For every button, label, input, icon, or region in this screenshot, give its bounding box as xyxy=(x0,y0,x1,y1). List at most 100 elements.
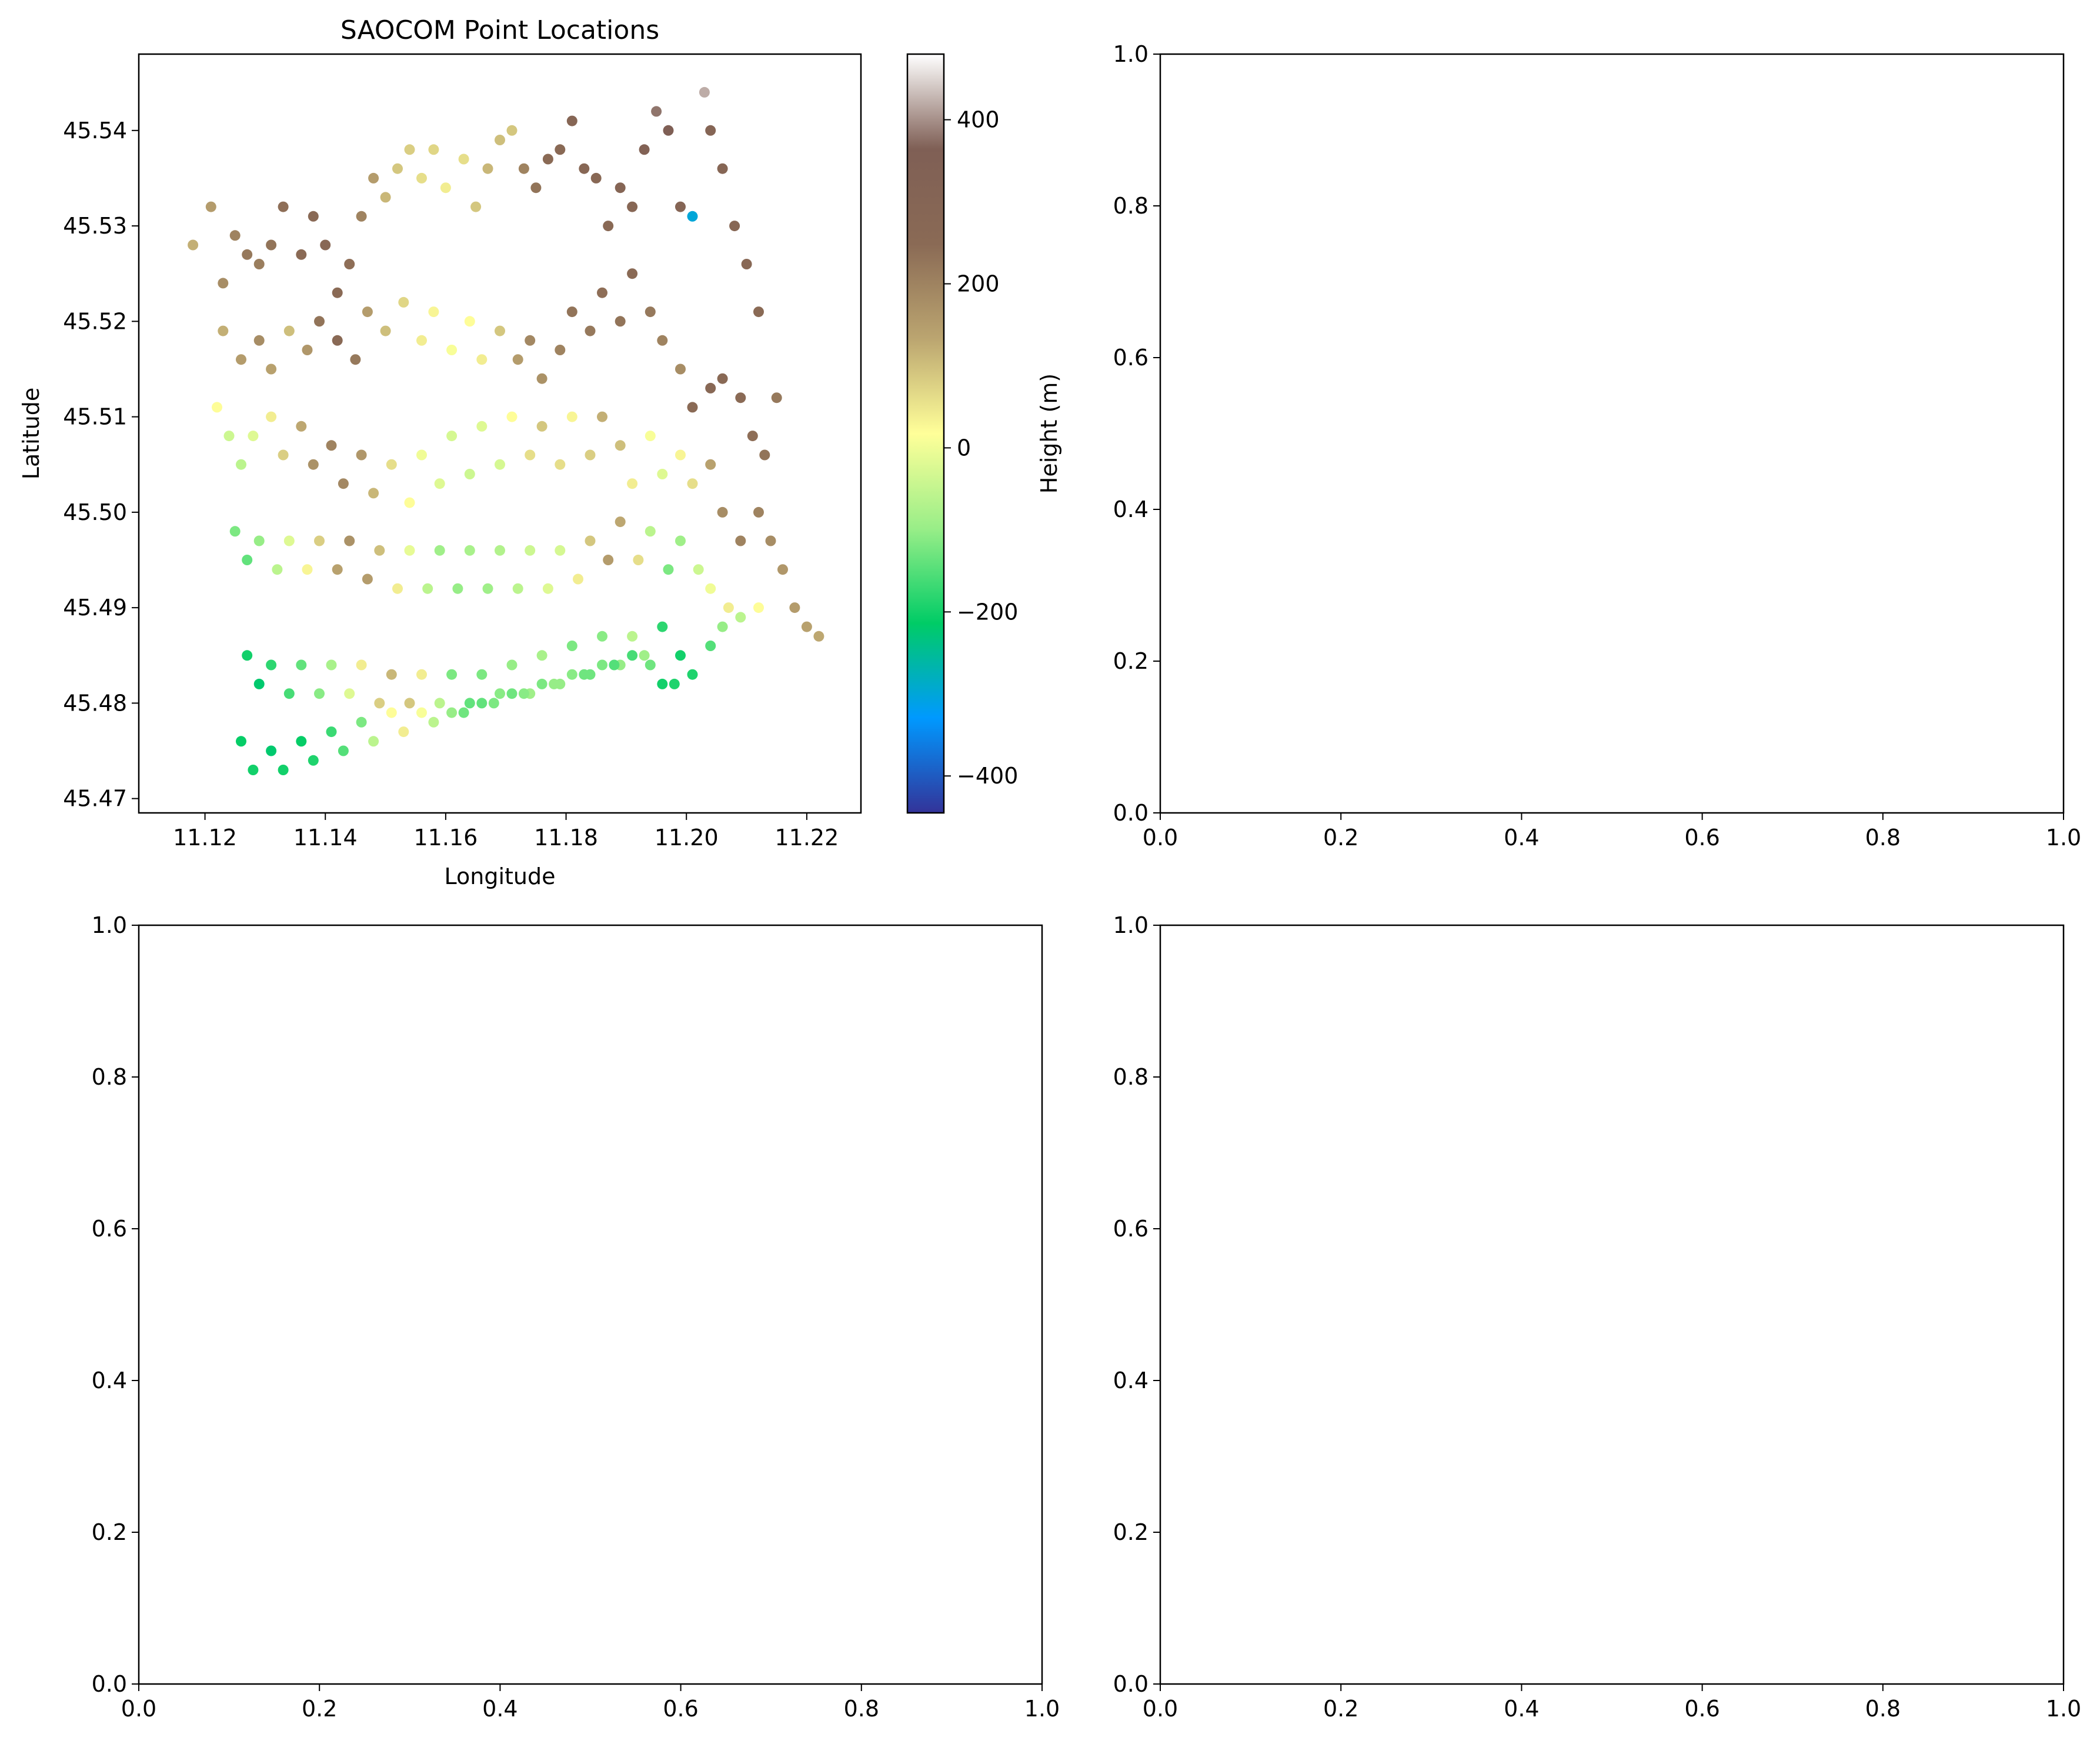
scatter-point xyxy=(735,535,746,546)
y-tick-label: 45.51 xyxy=(63,404,127,430)
scatter-point xyxy=(651,106,662,117)
scatter-point xyxy=(212,402,222,413)
scatter-point xyxy=(639,650,650,661)
scatter-point xyxy=(326,440,337,451)
x-tick-label: 11.20 xyxy=(655,825,719,851)
colorbar-ticks: 400 200 0 −200 −400 xyxy=(944,107,1018,789)
scatter-point xyxy=(476,354,488,365)
x-tick-label: 0.6 xyxy=(1684,825,1720,851)
scatter-point xyxy=(416,335,427,346)
scatter-point xyxy=(218,278,229,289)
scatter-point xyxy=(657,621,668,632)
scatter-point xyxy=(536,373,547,384)
scatter-point xyxy=(398,296,409,308)
scatter-point xyxy=(506,411,518,422)
scatter-point xyxy=(404,497,415,508)
x-tick-label: 0.0 xyxy=(1143,1696,1178,1722)
scatter-point xyxy=(278,449,289,461)
scatter-point xyxy=(302,345,313,355)
x-tick-label: 11.14 xyxy=(293,825,358,851)
scatter-point xyxy=(266,239,277,251)
scatter-point xyxy=(482,583,493,594)
scatter-point xyxy=(392,583,403,594)
scatter-point xyxy=(296,249,307,260)
scatter-point xyxy=(223,431,235,442)
colorbar-gradient xyxy=(907,54,944,813)
scatter-point xyxy=(242,650,253,661)
scatter-point xyxy=(253,259,265,269)
y-tick-label: 45.47 xyxy=(63,786,127,812)
scatter-point xyxy=(579,669,590,680)
colorbar-tick-label: −400 xyxy=(957,763,1018,789)
scatter-point xyxy=(615,516,626,528)
subplot-bottom-left-empty: 0.0 0.2 0.4 0.6 0.8 1.0 0.0 0.2 0.4 0.6 0.8 1.0 xyxy=(92,912,1060,1722)
x-axis-ticks: 0.0 0.2 0.4 0.6 0.8 1.0 xyxy=(1143,813,2081,851)
scatter-point xyxy=(416,669,427,680)
scatter-point xyxy=(374,545,385,556)
y-tick-label: 0.8 xyxy=(1113,1064,1149,1090)
scatter-point xyxy=(675,201,686,212)
scatter-point xyxy=(428,306,439,318)
x-tick-label: 0.2 xyxy=(1323,1696,1358,1722)
scatter-point xyxy=(386,707,397,718)
scatter-point xyxy=(326,659,337,671)
scatter-point xyxy=(603,221,614,232)
scatter-point xyxy=(627,631,638,642)
scatter-point xyxy=(495,325,505,336)
scatter-point xyxy=(675,535,686,546)
y-tick-label: 45.48 xyxy=(63,690,127,716)
scatter-point xyxy=(266,364,277,375)
scatter-point xyxy=(350,354,361,365)
y-tick-label: 0.2 xyxy=(1113,648,1149,674)
scatter-point xyxy=(253,678,265,689)
scatter-point xyxy=(585,325,596,336)
scatter-point xyxy=(236,736,246,747)
scatter-point xyxy=(536,421,547,432)
scatter-point xyxy=(272,564,283,575)
scatter-point xyxy=(663,125,674,136)
y-tick-label: 45.49 xyxy=(63,595,127,621)
scatter-point xyxy=(434,545,445,556)
y-tick-label: 0.2 xyxy=(92,1519,127,1545)
scatter-point xyxy=(590,172,602,184)
scatter-point xyxy=(555,144,566,155)
scatter-point xyxy=(253,335,265,346)
subplot-saocom-points: SAOCOM Point Locations 11.12 11.14 11.16 11… xyxy=(18,15,862,889)
scatter-point xyxy=(332,564,343,575)
scatter-point xyxy=(338,745,349,756)
scatter-point xyxy=(380,325,391,336)
y-tick-label: 45.50 xyxy=(63,499,127,525)
y-tick-label: 0.6 xyxy=(92,1216,127,1242)
scatter-point xyxy=(525,449,536,461)
scatter-point xyxy=(440,182,451,194)
scatter-point xyxy=(434,698,445,709)
scatter-point xyxy=(248,765,259,775)
scatter-point xyxy=(326,726,337,738)
scatter-point xyxy=(434,478,445,489)
x-tick-label: 11.12 xyxy=(173,825,237,851)
scatter-point xyxy=(495,688,505,699)
scatter-point xyxy=(555,545,566,556)
scatter-point xyxy=(645,526,656,537)
colorbar: 400 200 0 −200 −400 Height (m) xyxy=(906,53,1062,814)
scatter-point xyxy=(308,211,319,222)
scatter-point xyxy=(205,201,216,212)
scatter-point xyxy=(506,125,518,136)
colorbar-tick-label: 400 xyxy=(957,107,1000,133)
x-axis-ticks: 0.0 0.2 0.4 0.6 0.8 1.0 xyxy=(121,1684,1060,1722)
scatter-point xyxy=(753,506,764,518)
scatter-point xyxy=(657,678,668,689)
scatter-point xyxy=(283,325,295,336)
scatter-point xyxy=(398,726,409,738)
subplot-bottom-right-empty: 0.0 0.2 0.4 0.6 0.8 1.0 0.0 0.2 0.4 0.6 0.8 1.0 xyxy=(1113,912,2082,1722)
scatter-point xyxy=(314,535,325,546)
scatter-point xyxy=(344,259,355,269)
scatter-point xyxy=(296,736,307,747)
y-axis-ticks: 45.47 45.48 45.49 45.50 45.51 45.52 45.53 45.54 xyxy=(63,118,139,812)
scatter-point xyxy=(555,345,566,355)
scatter-point xyxy=(296,421,307,432)
scatter-point xyxy=(356,449,367,461)
scatter-point xyxy=(717,621,728,632)
scatter-point xyxy=(266,659,277,671)
x-tick-label: 0.0 xyxy=(121,1696,156,1722)
